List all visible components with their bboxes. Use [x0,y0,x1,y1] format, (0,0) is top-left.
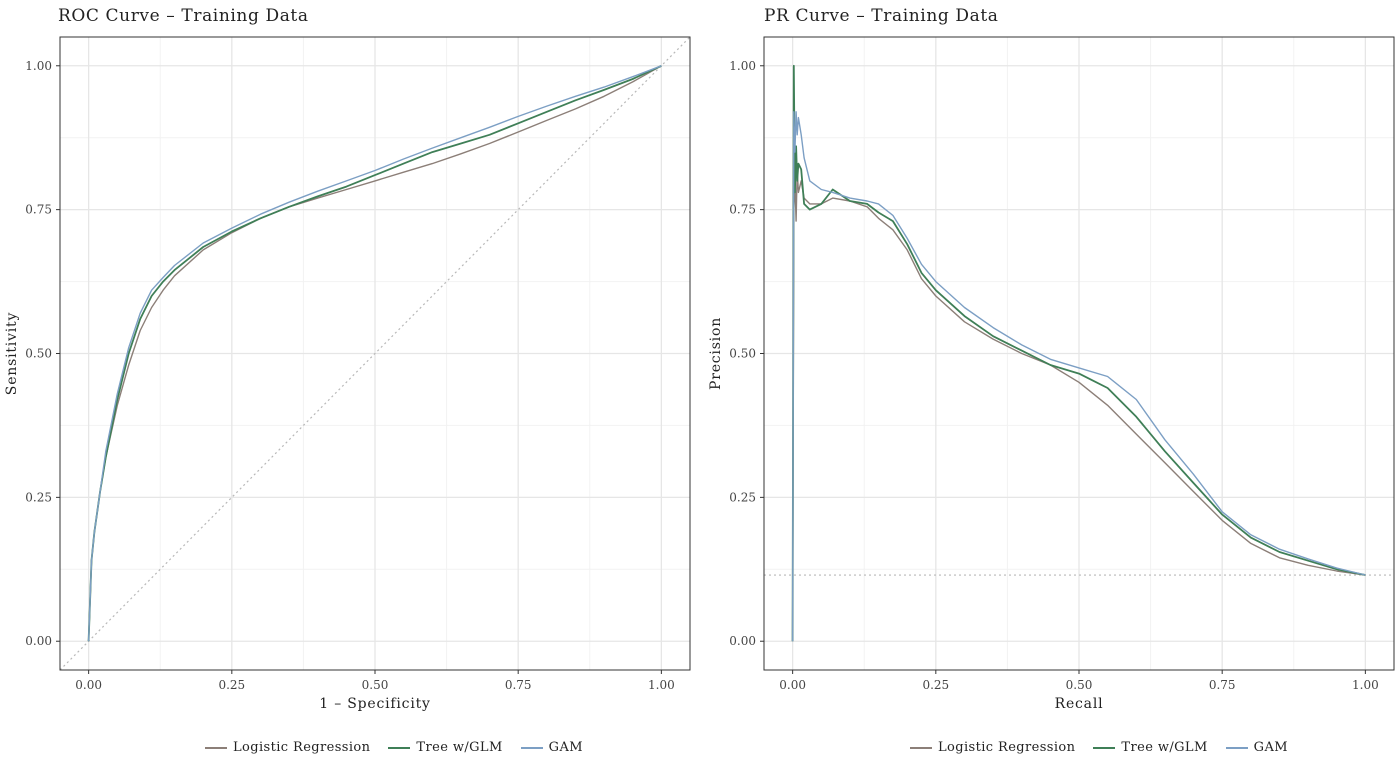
pr-x-tick-label: 1.00 [1352,678,1379,692]
legend-swatch-logistic [910,746,932,749]
pr-x-tick-label: 0.50 [1066,678,1093,692]
pr-y-tick-label: 0.25 [729,490,756,504]
roc-x-tick-label: 1.00 [648,678,675,692]
roc-series-line-gam [87,65,662,642]
roc-plot-area [60,37,690,670]
roc-y-tick-label: 1.00 [25,59,52,73]
pr-x-tick-label: 0.75 [1209,678,1236,692]
legend-item-tree: Tree w/GLM [1093,740,1207,755]
roc-legend: Logistic Regression Tree w/GLM GAM [205,740,583,755]
pr-y-tick-label: 0.75 [729,203,756,217]
legend-item-gam: GAM [1225,740,1288,755]
roc-chart-panel: ROC Curve – Training Data 0.00 0.00 0.25 0.… [4,6,691,755]
pr-y-axis-label: Precision [708,317,724,390]
pr-y-tick-label: 0.00 [729,634,756,648]
pr-y-tick-label: 0.50 [729,347,756,361]
pr-y-tick-label: 1.00 [729,59,756,73]
legend-swatch-tree [1093,746,1116,749]
roc-x-tick-label: 0.75 [505,678,532,692]
roc-chart-svg: 0.00 0.00 0.25 0.25 0.50 0.50 0.75 0.75 1.00 1.00… [4,36,691,712]
legend-swatch-gam [520,746,543,749]
legend-label-logistic: Logistic Regression [233,740,371,755]
pr-x-tick-label: 0.00 [779,678,806,692]
roc-series-line-tree [87,64,662,642]
pr-plot-area [764,64,1394,642]
legend-label-gam: GAM [548,740,583,755]
roc-chart-title: ROC Curve – Training Data [58,6,309,26]
roc-reference-diagonal [60,37,690,670]
legend-item-logistic: Logistic Regression [910,740,1075,755]
roc-x-axis-label: 1 – Specificity [319,696,430,712]
legend-label-tree: Tree w/GLM [1121,740,1208,755]
pr-series-line-logistic [791,168,1366,642]
roc-x-tick-label: 0.00 [75,678,102,692]
pr-series-line-tree [791,64,1366,642]
roc-x-tick-label: 0.25 [218,678,245,692]
legend-swatch-logistic [205,746,227,749]
legend-swatch-tree [388,746,411,749]
pr-series-line-gam [791,111,1366,642]
legend-label-gam: GAM [1253,740,1288,755]
legend-label-logistic: Logistic Regression [938,740,1076,755]
pr-chart-panel: PR Curve – Training Data 0.00 0.00 0.25 0.2… [700,0,1400,775]
roc-y-tick-label: 0.75 [25,203,52,217]
roc-y-tick-label: 0.25 [25,490,52,504]
pr-chart-svg: 0.00 0.00 0.25 0.25 0.50 0.50 0.75 0.75 1.00 1.00… [708,36,1395,712]
legend-label-tree: Tree w/GLM [416,740,503,755]
pr-x-tick-label: 0.25 [922,678,949,692]
legend-item-tree: Tree w/GLM [388,740,502,755]
roc-x-tick-label: 0.50 [362,678,389,692]
roc-y-tick-label: 0.00 [25,634,52,648]
legend-item-logistic: Logistic Regression [205,740,370,755]
roc-y-tick-label: 0.50 [25,347,52,361]
pr-chart-title: PR Curve – Training Data [764,6,999,26]
legend-swatch-gam [1225,746,1248,749]
roc-y-axis-label: Sensitivity [4,312,20,395]
pr-x-axis-label: Recall [1055,696,1104,712]
legend-item-gam: GAM [520,740,583,755]
pr-legend: Logistic Regression Tree w/GLM GAM [910,740,1288,755]
